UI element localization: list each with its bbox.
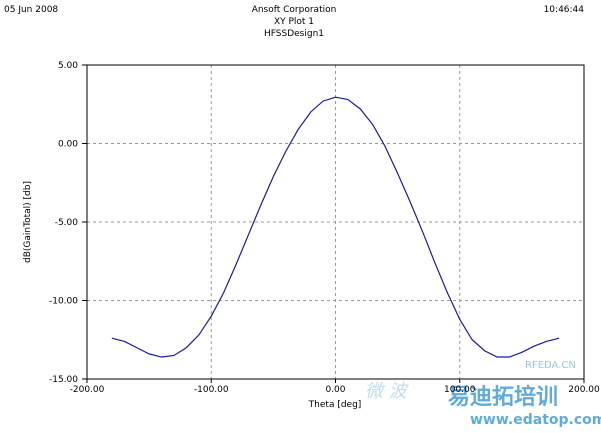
- x-tick-label: -100.00: [194, 385, 229, 395]
- watermark-site: RFEDA.CN: [525, 360, 576, 371]
- time: 10:46:44: [544, 5, 585, 15]
- x-tick-label: 100.00: [444, 385, 476, 395]
- x-axis-label: Theta [deg]: [308, 400, 362, 410]
- y-tick-label: 5.00: [58, 61, 78, 71]
- x-tick-label: -200.00: [70, 385, 105, 395]
- plot-frame: [86, 64, 585, 380]
- y-tick-label: -15.00: [49, 375, 78, 385]
- y-axis-label: dB(GainTotal) [db]: [23, 181, 33, 263]
- y-tick-label: -5.00: [55, 218, 79, 228]
- data-line: [111, 96, 560, 358]
- watermark-url: www.edatop.com: [470, 412, 601, 428]
- date: 05 Jun 2008: [4, 5, 58, 15]
- company: Ansoft Corporation: [252, 5, 337, 15]
- plot-name: XY Plot 1: [274, 17, 314, 27]
- y-tick-label: 0.00: [58, 140, 78, 150]
- watermark-wave: 微 波: [365, 381, 410, 402]
- x-tick-label: 200.00: [568, 385, 600, 395]
- x-tick-label: 0.00: [325, 385, 345, 395]
- y-tick-label: -10.00: [49, 297, 78, 307]
- design-name: HFSSDesign1: [264, 29, 324, 39]
- watermark-cn: 易迪拓培训: [448, 384, 558, 410]
